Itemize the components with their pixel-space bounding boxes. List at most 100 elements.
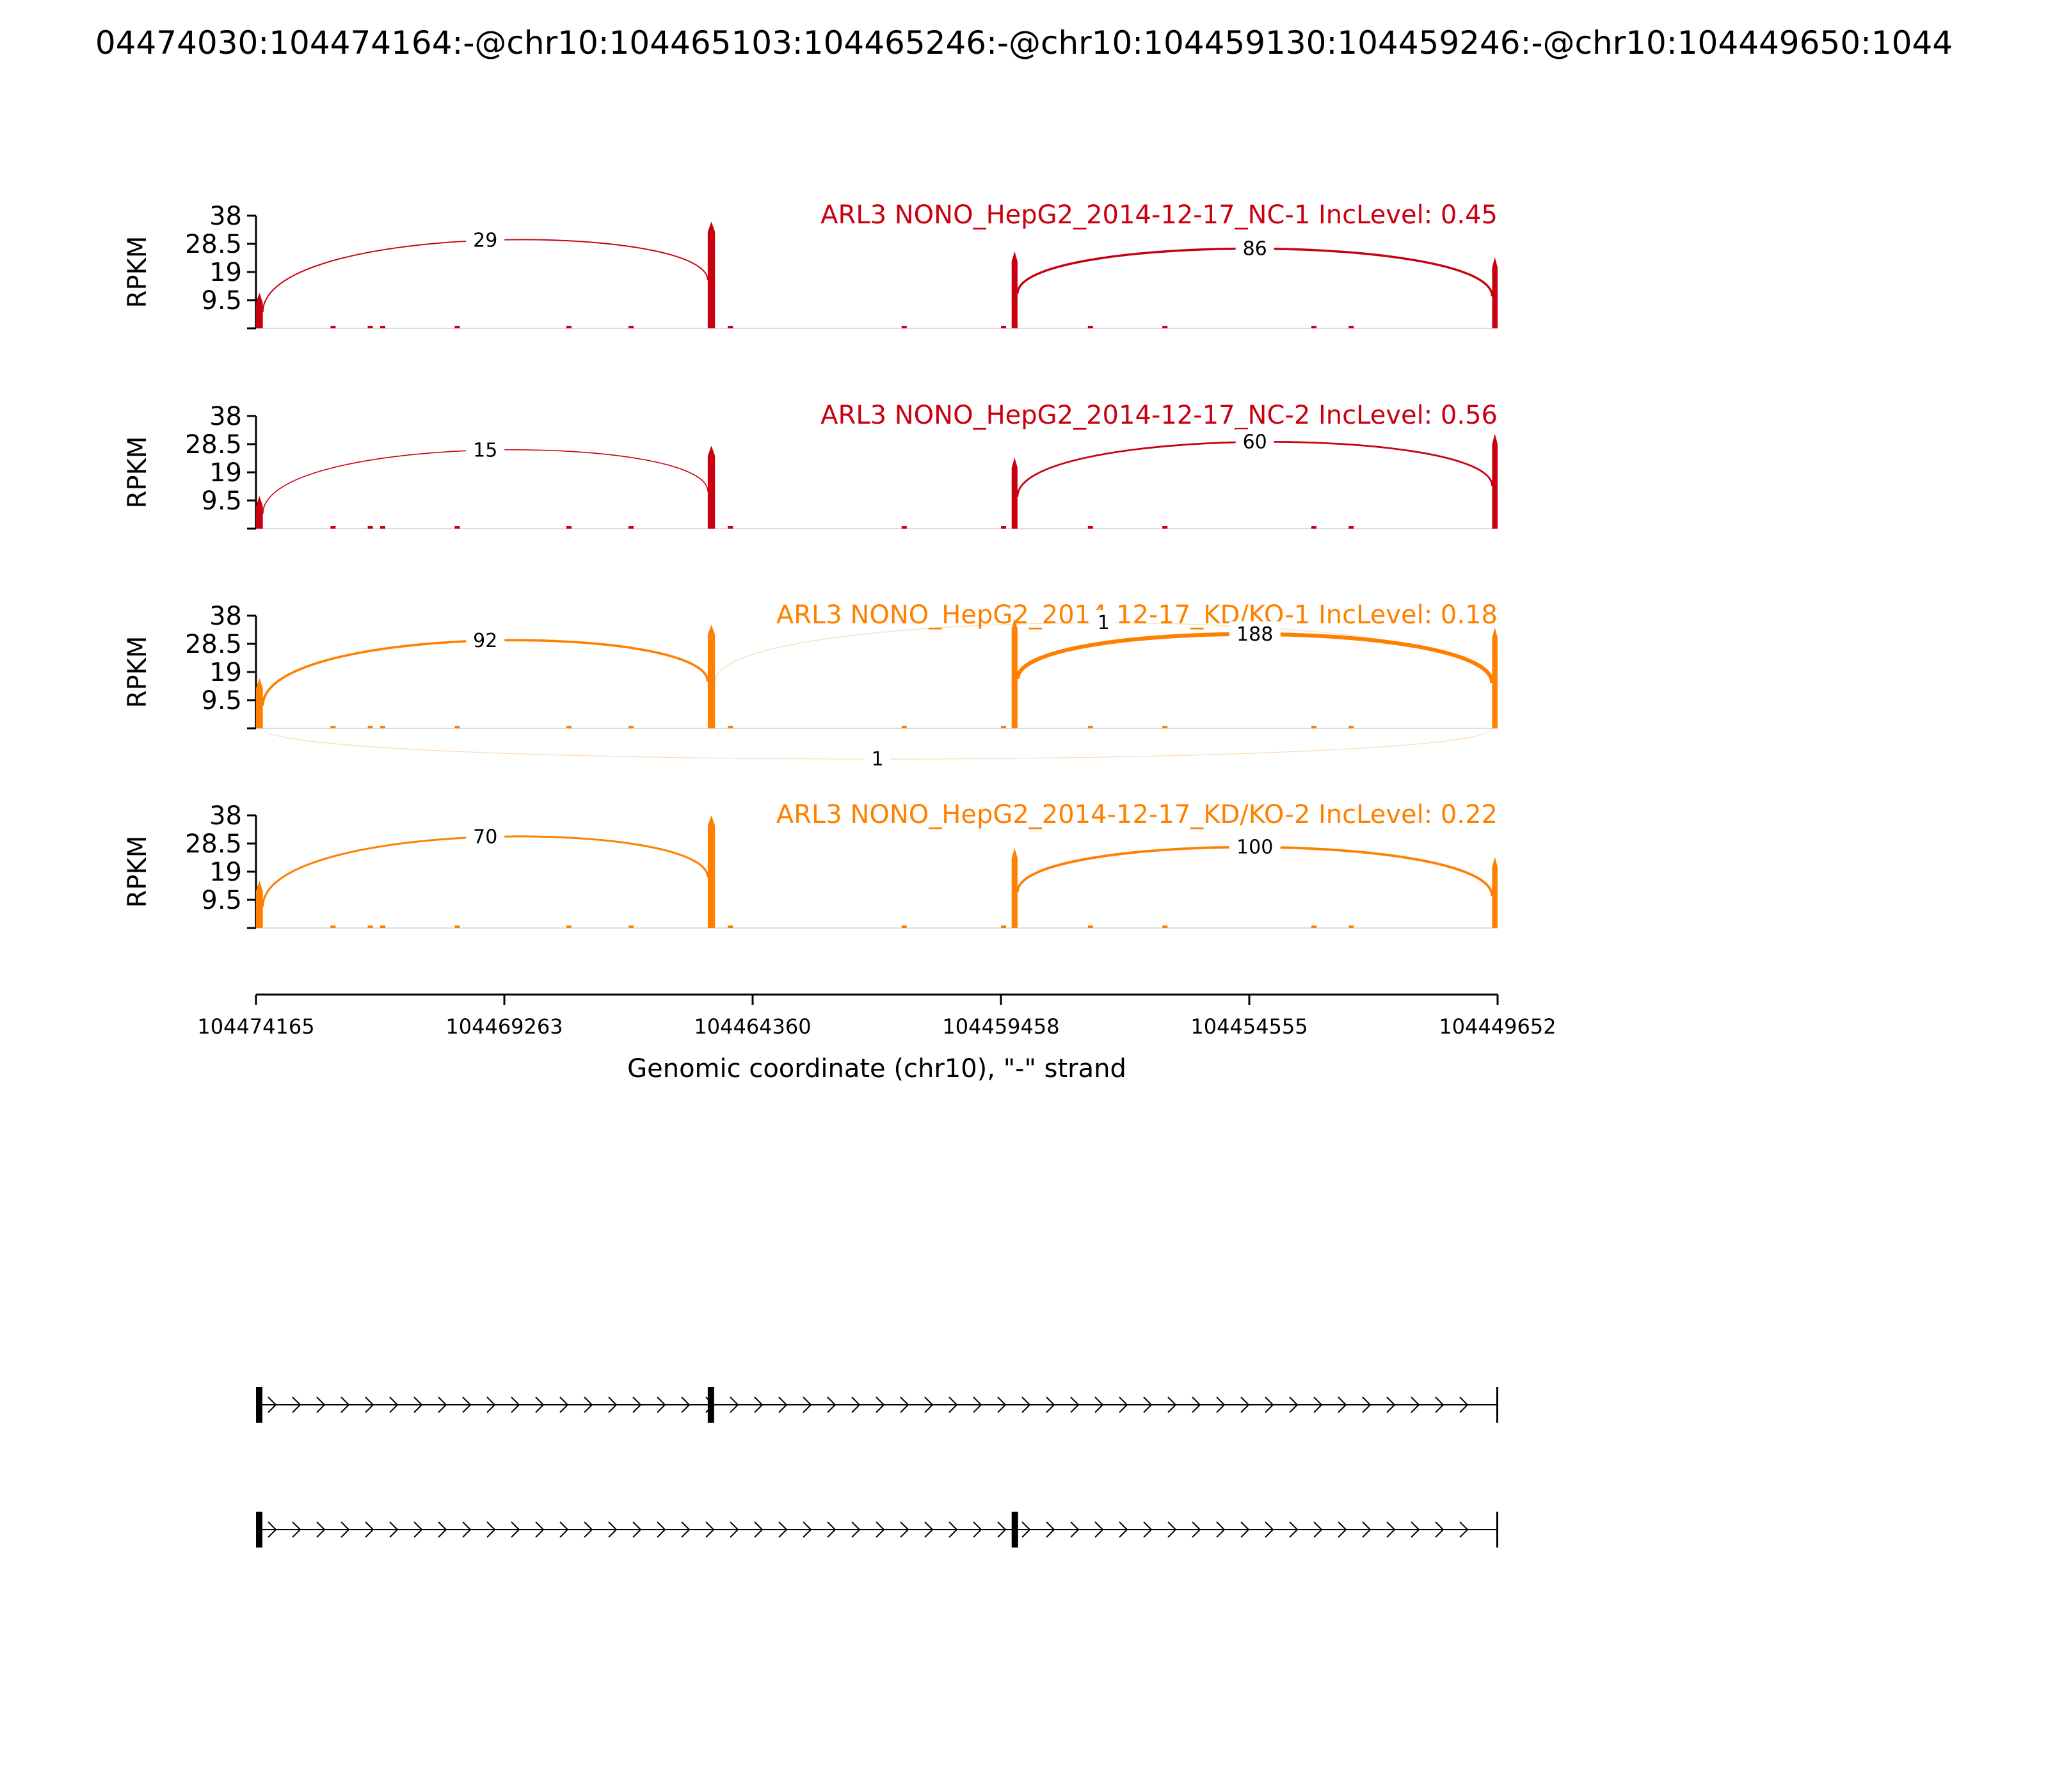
intron-read [901, 526, 907, 529]
strand-arrow [608, 1396, 618, 1413]
strand-arrow [1289, 1521, 1299, 1538]
strand-arrow [584, 1521, 593, 1538]
y-axis-label: RPKM [123, 236, 152, 308]
intron-read [1348, 526, 1354, 529]
strand-arrow [438, 1521, 447, 1538]
strand-arrow [803, 1396, 812, 1413]
y-tick-label: 19 [209, 258, 242, 287]
isoform-exon-exon3 [1011, 1512, 1018, 1548]
isoform-exon-exon4 [1496, 1387, 1498, 1423]
junction-count-label: 70 [473, 826, 497, 849]
intron-read [367, 326, 373, 328]
intron-read [367, 526, 373, 529]
intron-read [901, 326, 907, 328]
junction-count-bg [466, 627, 505, 652]
strand-arrow [1289, 1396, 1299, 1413]
y-tick-label: 19 [209, 458, 242, 488]
y-axis-label: RPKM [123, 636, 152, 708]
isoform-exon-exon1 [256, 1387, 262, 1423]
strand-arrow [413, 1521, 423, 1538]
strand-arrow [827, 1521, 836, 1538]
strand-arrow [1411, 1396, 1420, 1413]
junction-count-bg [466, 227, 505, 252]
strand-arrow [316, 1521, 326, 1538]
isoform-exon-exon4 [1496, 1512, 1498, 1548]
strand-arrow [1021, 1396, 1031, 1413]
intron-read [1087, 526, 1093, 529]
strand-arrow [535, 1521, 545, 1538]
y-axis-label: RPKM [123, 436, 152, 509]
junction-count-bg [1229, 834, 1281, 859]
exon-coverage-exon1 [256, 880, 263, 928]
strand-arrow [1313, 1521, 1323, 1538]
strand-arrow [1216, 1521, 1226, 1538]
junction-count-bg [1091, 610, 1117, 635]
strand-arrow [1265, 1396, 1274, 1413]
strand-arrow [657, 1396, 666, 1413]
junction-count-label: 100 [1236, 836, 1273, 859]
exon-coverage-exon4 [1492, 433, 1498, 529]
junction-count-bg [1235, 429, 1274, 454]
exon-coverage-exon3 [1011, 457, 1018, 529]
strand-arrow [657, 1521, 666, 1538]
panel-label: ARL3 NONO_HepG2_2014-12-17_KD/KO-1 IncLe… [776, 600, 1498, 630]
exon-coverage-exon3 [1011, 251, 1018, 328]
strand-arrow [754, 1521, 764, 1538]
y-tick-label: 28.5 [185, 630, 242, 659]
intron-read [367, 726, 373, 728]
strand-arrow [924, 1521, 934, 1538]
isoform-1 [256, 1387, 1498, 1423]
strand-arrow [1143, 1521, 1153, 1538]
strand-arrow [851, 1396, 861, 1413]
strand-arrow [924, 1396, 934, 1413]
strand-arrow [1386, 1396, 1396, 1413]
intron-read [1311, 326, 1316, 328]
strand-arrow [1459, 1396, 1469, 1413]
intron-read [566, 526, 572, 529]
junction-count-bg [865, 746, 891, 771]
intron-read [728, 526, 733, 529]
junction-count-label: 92 [473, 630, 497, 652]
strand-arrow [681, 1521, 691, 1538]
intron-read [330, 726, 336, 728]
junction-count-label: 1 [1098, 612, 1110, 634]
junction-count-bg [466, 824, 505, 849]
intron-read [454, 526, 460, 529]
strand-arrow [876, 1521, 885, 1538]
junction-count-label: 29 [473, 229, 497, 252]
intron-read [380, 925, 385, 928]
strand-arrow [973, 1521, 982, 1538]
y-tick-label: 9.5 [201, 886, 242, 915]
intron-read [380, 526, 385, 529]
exon-coverage-exon2 [707, 221, 716, 328]
y-tick-label: 19 [209, 658, 242, 687]
strand-arrow [1338, 1521, 1347, 1538]
strand-arrow [486, 1521, 496, 1538]
strand-arrow [632, 1396, 642, 1413]
strand-arrow [730, 1521, 739, 1538]
strand-arrow [1046, 1396, 1055, 1413]
y-tick-label: 28.5 [185, 829, 242, 859]
strand-arrow [1265, 1521, 1274, 1538]
strand-arrow [973, 1396, 982, 1413]
strand-arrow [681, 1396, 691, 1413]
intron-read [1348, 925, 1354, 928]
y-tick-label: 28.5 [185, 230, 242, 259]
intron-read [1162, 326, 1168, 328]
intron-read [330, 925, 336, 928]
exon-coverage-exon2 [707, 445, 716, 529]
intron-read [1311, 925, 1316, 928]
strand-arrow [1240, 1521, 1250, 1538]
strand-arrow [1167, 1521, 1177, 1538]
strand-arrow [292, 1521, 301, 1538]
intron-read [454, 326, 460, 328]
strand-arrow [1435, 1396, 1444, 1413]
intron-read [1087, 925, 1093, 928]
junction-count-label: 1 [872, 748, 884, 771]
exon-coverage-exon1 [256, 678, 263, 728]
intron-read [901, 925, 907, 928]
intron-read [1001, 726, 1006, 728]
strand-arrow [1192, 1396, 1201, 1413]
